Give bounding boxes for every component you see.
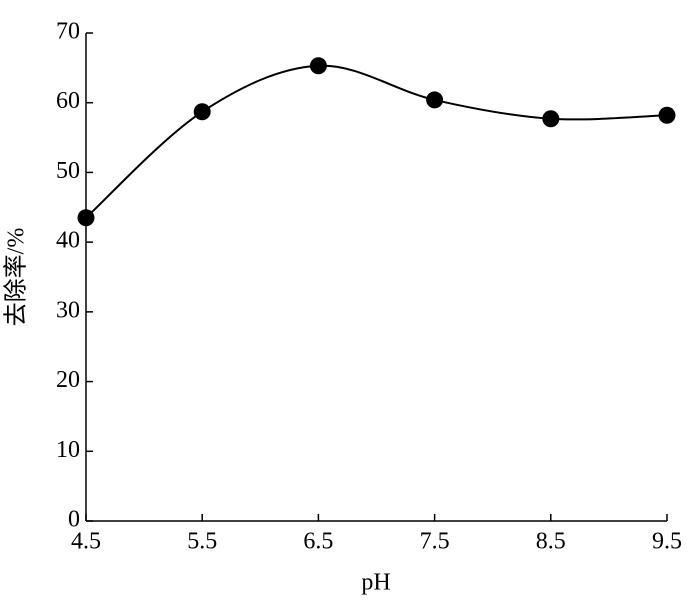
x-tick-label: 5.5 [187,529,217,555]
x-tick-label: 7.5 [420,529,450,555]
marker [193,103,211,121]
x-tick-label: 4.5 [71,529,101,555]
y-tick-label: 10 [56,437,80,463]
x-tick-label: 8.5 [536,529,566,555]
marker [77,209,95,227]
y-tick-label: 40 [56,228,80,254]
y-tick-label: 50 [56,158,80,184]
y-tick-label: 70 [56,19,80,45]
line [85,64,668,219]
y-tick-label: 60 [56,88,80,114]
marker [542,110,560,128]
x-tick-label: 6.5 [303,529,333,555]
x-tick-label: 9.5 [652,529,682,555]
x-axis-label: pH [361,570,390,596]
marker [309,57,327,75]
marker [426,91,444,109]
y-tick-label: 20 [56,367,80,393]
y-axis-label: 去除率/% [3,228,30,327]
marker [658,106,676,124]
y-tick-label: 0 [68,507,80,533]
y-tick-label: 30 [56,297,80,323]
